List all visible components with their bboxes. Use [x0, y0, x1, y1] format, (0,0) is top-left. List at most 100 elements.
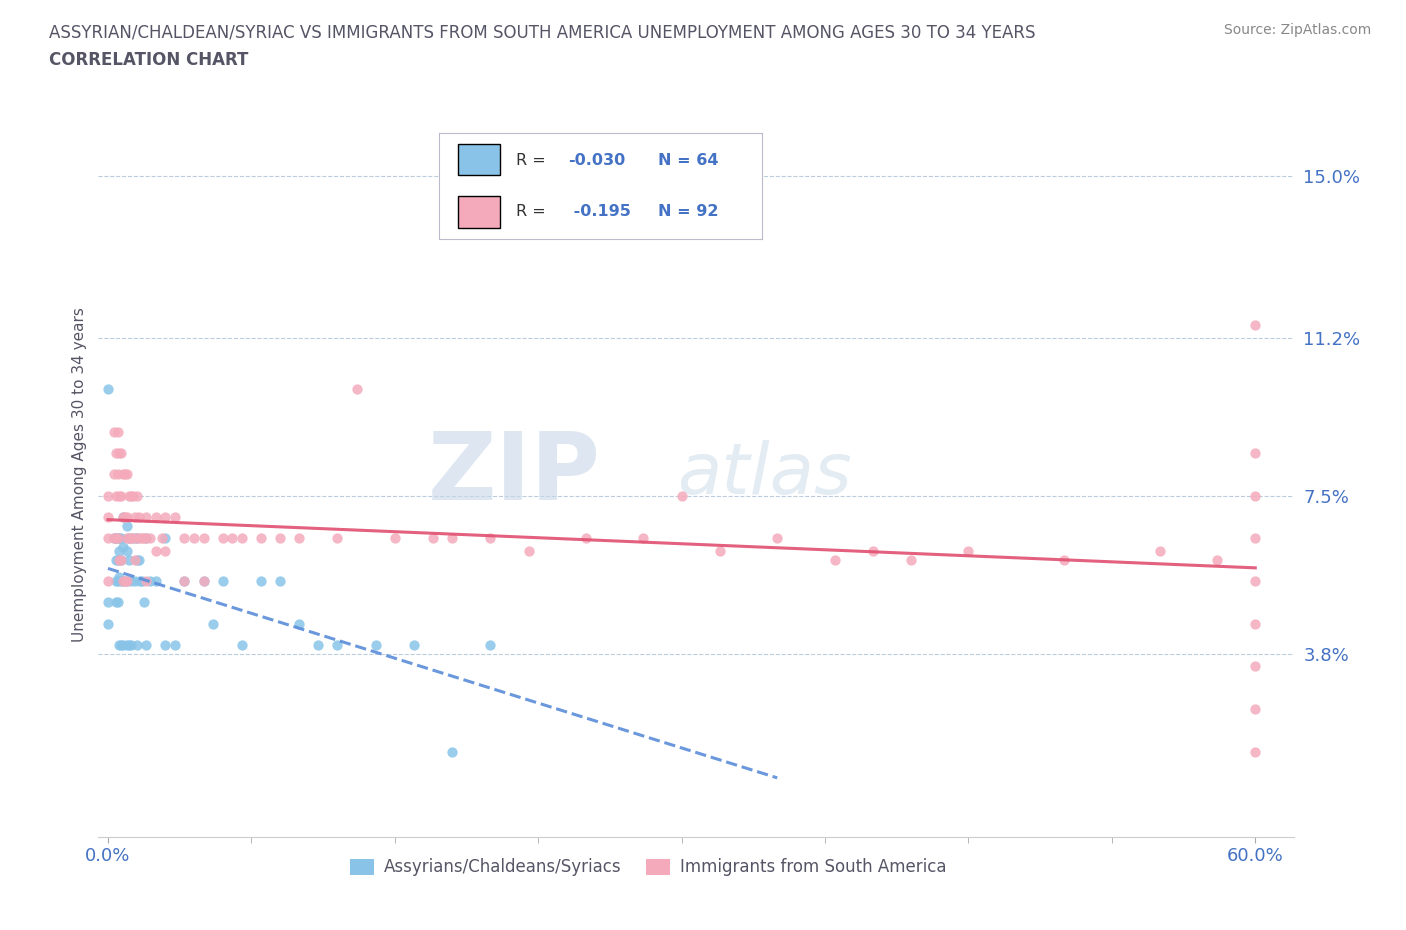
- Point: [183, 531, 205, 546]
- Point: [107, 467, 129, 482]
- Point: [110, 552, 132, 567]
- Point: [107, 531, 129, 546]
- Point: [110, 574, 132, 589]
- Point: [125, 488, 148, 503]
- Point: [112, 574, 135, 589]
- Point: [269, 574, 291, 589]
- Point: [163, 510, 186, 525]
- Point: [125, 638, 148, 653]
- Point: [124, 552, 146, 567]
- Point: [145, 510, 167, 525]
- Point: [120, 531, 142, 546]
- Point: [118, 638, 141, 653]
- Point: [402, 638, 425, 653]
- Point: [250, 531, 273, 546]
- Point: [633, 531, 655, 546]
- Point: [384, 531, 406, 546]
- Point: [104, 531, 127, 546]
- Point: [108, 638, 131, 653]
- Point: [1244, 317, 1267, 332]
- Point: [104, 552, 127, 567]
- Point: [107, 552, 129, 567]
- Point: [107, 574, 129, 589]
- Point: [104, 595, 127, 610]
- Point: [121, 488, 143, 503]
- Point: [97, 574, 120, 589]
- Point: [1206, 552, 1229, 567]
- Point: [1244, 574, 1267, 589]
- Point: [114, 574, 136, 589]
- Point: [150, 531, 173, 546]
- Text: atlas: atlas: [676, 440, 852, 509]
- Point: [145, 574, 167, 589]
- Point: [211, 574, 233, 589]
- Point: [139, 574, 162, 589]
- Point: [112, 574, 135, 589]
- Point: [221, 531, 243, 546]
- Point: [124, 531, 146, 546]
- Point: [135, 638, 157, 653]
- Point: [103, 531, 125, 546]
- Point: [135, 531, 157, 546]
- Point: [709, 544, 731, 559]
- Point: [479, 638, 502, 653]
- Point: [110, 531, 132, 546]
- Point: [1244, 658, 1267, 673]
- Point: [97, 595, 120, 610]
- Point: [107, 531, 129, 546]
- Point: [107, 595, 129, 610]
- Point: [173, 574, 195, 589]
- Point: [97, 617, 120, 631]
- Point: [115, 574, 138, 589]
- Point: [517, 544, 540, 559]
- Point: [824, 552, 846, 567]
- Text: Source: ZipAtlas.com: Source: ZipAtlas.com: [1223, 23, 1371, 37]
- Point: [112, 510, 135, 525]
- Point: [104, 574, 127, 589]
- Point: [250, 574, 273, 589]
- Point: [211, 531, 233, 546]
- Point: [125, 531, 148, 546]
- Point: [1244, 701, 1267, 716]
- Point: [125, 531, 148, 546]
- Point: [120, 574, 142, 589]
- Point: [108, 544, 131, 559]
- Point: [862, 544, 884, 559]
- Point: [120, 638, 142, 653]
- Point: [112, 638, 135, 653]
- Point: [139, 531, 162, 546]
- Point: [104, 445, 127, 460]
- Point: [108, 569, 131, 584]
- Point: [97, 488, 120, 503]
- Point: [231, 531, 253, 546]
- Point: [1244, 445, 1267, 460]
- Point: [288, 531, 311, 546]
- Point: [134, 595, 156, 610]
- Point: [766, 531, 789, 546]
- Point: [112, 467, 135, 482]
- Point: [441, 531, 464, 546]
- Point: [671, 488, 693, 503]
- Point: [103, 531, 125, 546]
- Point: [155, 510, 177, 525]
- Point: [364, 638, 387, 653]
- Point: [193, 574, 215, 589]
- Point: [108, 488, 131, 503]
- Point: [97, 531, 120, 546]
- Point: [1149, 544, 1171, 559]
- Point: [575, 531, 598, 546]
- Point: [115, 574, 138, 589]
- Point: [135, 574, 157, 589]
- Point: [129, 574, 152, 589]
- Text: CORRELATION CHART: CORRELATION CHART: [49, 51, 249, 69]
- Point: [326, 531, 349, 546]
- Point: [115, 531, 138, 546]
- Point: [121, 531, 143, 546]
- Point: [115, 638, 138, 653]
- Point: [125, 552, 148, 567]
- Point: [118, 488, 141, 503]
- Point: [131, 531, 153, 546]
- Point: [118, 531, 141, 546]
- Point: [103, 424, 125, 439]
- Y-axis label: Unemployment Among Ages 30 to 34 years: Unemployment Among Ages 30 to 34 years: [72, 307, 87, 642]
